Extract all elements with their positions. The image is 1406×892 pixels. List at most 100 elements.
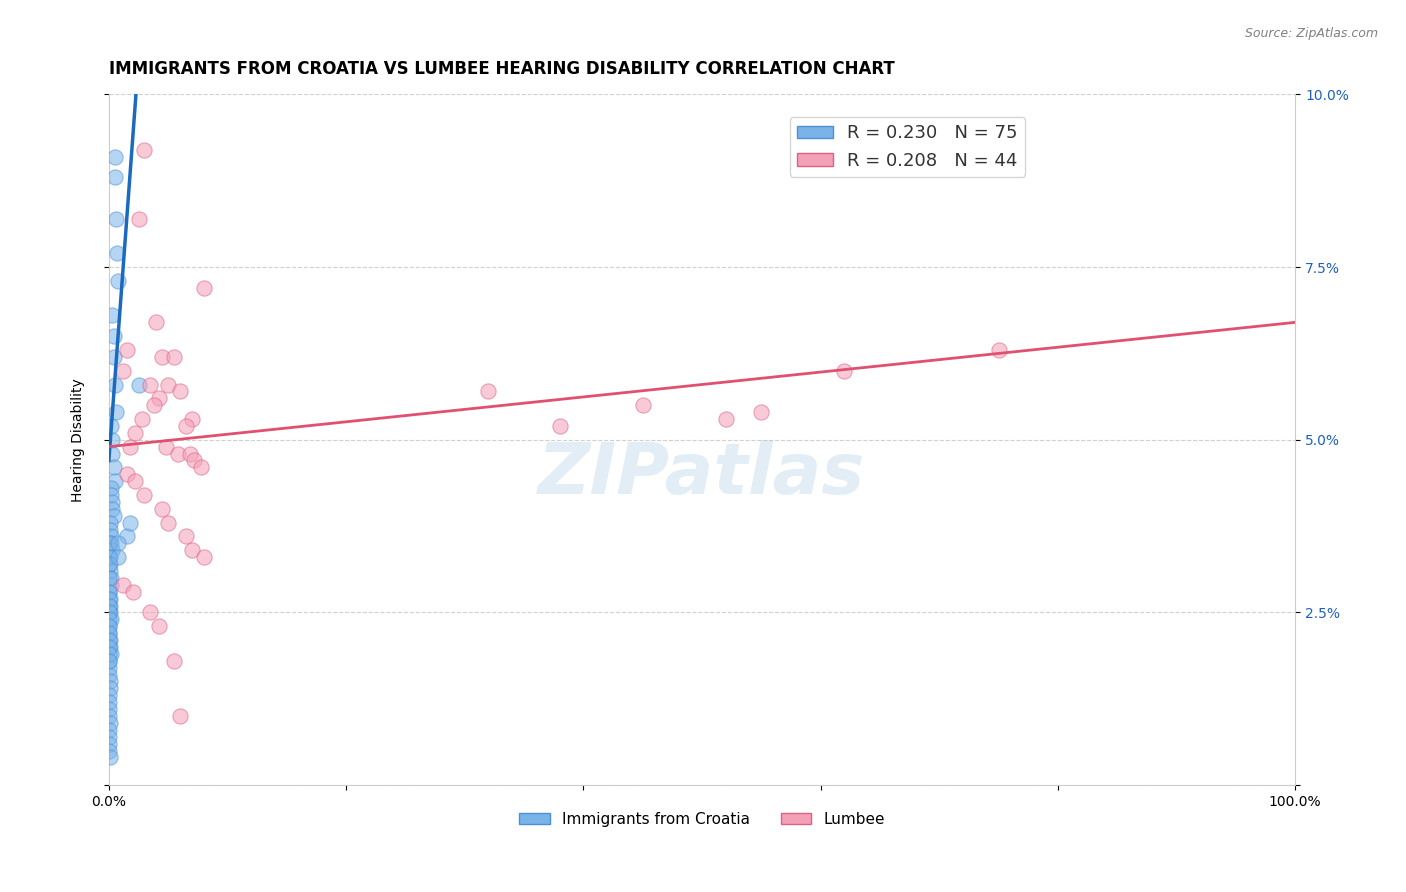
Point bbox=[98, 647, 121, 661]
Point bbox=[101, 446, 124, 460]
Point bbox=[134, 488, 156, 502]
Point bbox=[98, 654, 121, 668]
Point bbox=[101, 543, 124, 558]
Point bbox=[104, 150, 127, 164]
Point bbox=[105, 246, 128, 260]
Point bbox=[98, 750, 121, 764]
Point bbox=[714, 412, 737, 426]
Point bbox=[169, 709, 191, 723]
Point bbox=[98, 688, 121, 702]
Point bbox=[98, 737, 121, 751]
Text: IMMIGRANTS FROM CROATIA VS LUMBEE HEARING DISABILITY CORRELATION CHART: IMMIGRANTS FROM CROATIA VS LUMBEE HEARIN… bbox=[108, 60, 894, 78]
Point bbox=[134, 143, 156, 157]
Point bbox=[157, 516, 180, 530]
Point bbox=[98, 584, 121, 599]
Point bbox=[112, 364, 135, 378]
Point bbox=[100, 647, 122, 661]
Point bbox=[193, 281, 215, 295]
Point bbox=[98, 599, 121, 613]
Point bbox=[101, 309, 124, 323]
Point bbox=[98, 715, 121, 730]
Point bbox=[183, 453, 205, 467]
Point bbox=[98, 619, 121, 633]
Point bbox=[104, 377, 127, 392]
Point bbox=[163, 350, 186, 364]
Point bbox=[98, 606, 121, 620]
Point bbox=[104, 474, 127, 488]
Point bbox=[98, 633, 121, 648]
Point bbox=[98, 612, 121, 626]
Point bbox=[193, 550, 215, 565]
Text: Source: ZipAtlas.com: Source: ZipAtlas.com bbox=[1244, 27, 1378, 40]
Point bbox=[100, 488, 122, 502]
Point bbox=[98, 550, 121, 565]
Point bbox=[103, 508, 125, 523]
Point bbox=[142, 398, 165, 412]
Point bbox=[98, 571, 121, 585]
Point bbox=[548, 419, 571, 434]
Point bbox=[112, 578, 135, 592]
Point bbox=[98, 557, 121, 571]
Point bbox=[98, 743, 121, 757]
Point bbox=[100, 612, 122, 626]
Point bbox=[115, 343, 138, 357]
Point bbox=[103, 329, 125, 343]
Point bbox=[107, 550, 129, 565]
Point bbox=[131, 412, 153, 426]
Point bbox=[128, 377, 150, 392]
Point bbox=[98, 709, 121, 723]
Point bbox=[121, 584, 143, 599]
Point bbox=[104, 405, 127, 419]
Point bbox=[174, 529, 197, 543]
Point bbox=[98, 564, 121, 578]
Point bbox=[98, 681, 121, 696]
Point bbox=[100, 419, 122, 434]
Point bbox=[180, 543, 202, 558]
Point bbox=[98, 640, 121, 654]
Point bbox=[98, 633, 121, 648]
Point bbox=[104, 170, 127, 185]
Point bbox=[190, 460, 212, 475]
Point bbox=[98, 591, 121, 606]
Point bbox=[101, 495, 124, 509]
Point bbox=[115, 467, 138, 482]
Point bbox=[150, 350, 173, 364]
Point bbox=[98, 654, 121, 668]
Point bbox=[128, 211, 150, 226]
Point bbox=[101, 501, 124, 516]
Point bbox=[145, 315, 167, 329]
Point bbox=[98, 626, 121, 640]
Point bbox=[107, 274, 129, 288]
Point bbox=[98, 584, 121, 599]
Point bbox=[101, 433, 124, 447]
Point bbox=[163, 654, 186, 668]
Point bbox=[139, 606, 162, 620]
Point bbox=[174, 419, 197, 434]
Point bbox=[98, 591, 121, 606]
Point bbox=[124, 425, 146, 440]
Point bbox=[100, 536, 122, 550]
Point bbox=[120, 440, 142, 454]
Point bbox=[157, 377, 180, 392]
Point bbox=[148, 392, 170, 406]
Point bbox=[98, 557, 121, 571]
Point bbox=[124, 474, 146, 488]
Point bbox=[98, 730, 121, 744]
Point bbox=[103, 460, 125, 475]
Point bbox=[98, 619, 121, 633]
Point bbox=[98, 606, 121, 620]
Legend: Immigrants from Croatia, Lumbee: Immigrants from Croatia, Lumbee bbox=[513, 805, 891, 833]
Point bbox=[751, 405, 773, 419]
Point bbox=[155, 440, 177, 454]
Point bbox=[98, 661, 121, 675]
Point bbox=[100, 481, 122, 495]
Point bbox=[631, 398, 654, 412]
Point bbox=[98, 640, 121, 654]
Point bbox=[98, 599, 121, 613]
Point bbox=[100, 529, 122, 543]
Point bbox=[169, 384, 191, 399]
Point bbox=[103, 350, 125, 364]
Point bbox=[98, 550, 121, 565]
Point bbox=[115, 529, 138, 543]
Y-axis label: Hearing Disability: Hearing Disability bbox=[72, 378, 86, 501]
